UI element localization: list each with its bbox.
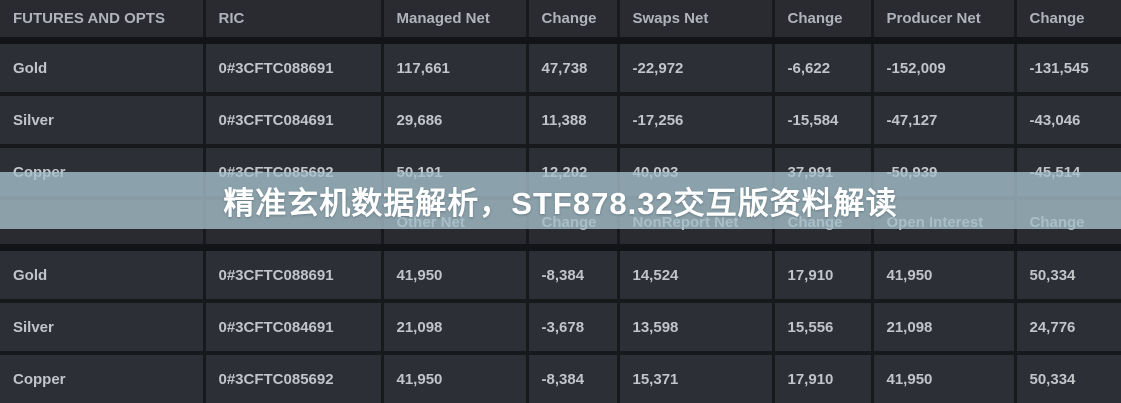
value-cell: 41,950	[380, 351, 529, 403]
ric-cell: 0#3CFTC088691	[202, 38, 384, 94]
value-cell: 41,950	[870, 351, 1017, 403]
commodity-cell: Silver	[0, 299, 206, 353]
value-cell: 41,950	[870, 245, 1017, 301]
column-header-producer-net[interactable]: Producer Net	[870, 0, 1017, 44]
value-cell: -8,384	[525, 245, 620, 301]
value-cell: -17,256	[616, 92, 775, 146]
value-cell: 17,910	[771, 245, 874, 301]
table-row-gold[interactable]: Gold 0#3CFTC088691 117,661 47,738 -22,972 -6,…	[0, 38, 1121, 94]
value-cell: 50,334	[1013, 351, 1121, 403]
column-header-change[interactable]: Change	[525, 0, 620, 44]
value-cell: 13,598	[616, 299, 775, 353]
commodity-cell: Silver	[0, 92, 206, 146]
futures-table-top: FUTURES AND OPTS RIC Managed Net Change Swap…	[0, 0, 1121, 200]
value-cell: 17,910	[771, 351, 874, 403]
ric-cell: 0#3CFTC085692	[202, 351, 384, 403]
value-cell: 21,098	[870, 299, 1017, 353]
ric-cell: 0#3CFTC088691	[202, 245, 384, 301]
value-cell: 29,686	[380, 92, 529, 146]
column-header-change[interactable]: Change	[1013, 0, 1121, 44]
value-cell: 24,776	[1013, 299, 1121, 353]
value-cell: 11,388	[525, 92, 620, 146]
value-cell: 15,556	[771, 299, 874, 353]
value-cell: 47,738	[525, 38, 620, 94]
value-cell: 21,098	[380, 299, 529, 353]
column-header-managed-net[interactable]: Managed Net	[380, 0, 529, 44]
value-cell: -22,972	[616, 38, 775, 94]
value-cell: -43,046	[1013, 92, 1121, 146]
value-cell: 117,661	[380, 38, 529, 94]
futures-table-bottom: Other NetChangeNonReport NetChangeOpen I…	[0, 200, 1121, 403]
value-cell: -47,127	[870, 92, 1017, 146]
value-cell: 41,950	[380, 245, 529, 301]
commodity-cell: Copper	[0, 351, 206, 403]
value-cell: -8,384	[525, 351, 620, 403]
value-cell: -6,622	[771, 38, 874, 94]
value-cell: 14,524	[616, 245, 775, 301]
value-cell: 15,371	[616, 351, 775, 403]
table-row-copper[interactable]: Copper 0#3CFTC085692 41,950 -8,384 15,371 17,…	[0, 351, 1121, 403]
header-row: FUTURES AND OPTS RIC Managed Net Change Swap…	[0, 0, 1121, 44]
table-row-gold[interactable]: Gold 0#3CFTC088691 41,950 -8,384 14,524 17,91…	[0, 245, 1121, 301]
watermark-banner: 精准玄机数据解析，STF878.32交互版资料解读	[0, 172, 1121, 229]
value-cell: -15,584	[771, 92, 874, 146]
ric-cell: 0#3CFTC084691	[202, 92, 384, 146]
table-row-silver[interactable]: Silver 0#3CFTC084691 29,686 11,388 -17,256 -1…	[0, 92, 1121, 146]
commodity-cell: Gold	[0, 38, 206, 94]
table-row-silver[interactable]: Silver 0#3CFTC084691 21,098 -3,678 13,598 15,…	[0, 299, 1121, 353]
value-cell: -3,678	[525, 299, 620, 353]
value-cell: -152,009	[870, 38, 1017, 94]
column-header-change[interactable]: Change	[771, 0, 874, 44]
column-header-futures-and-opts[interactable]: FUTURES AND OPTS	[0, 0, 206, 44]
commodity-cell: Gold	[0, 245, 206, 301]
column-header-swaps-net[interactable]: Swaps Net	[616, 0, 775, 44]
watermark-text: 精准玄机数据解析，STF878.32交互版资料解读	[223, 186, 898, 221]
ric-cell: 0#3CFTC084691	[202, 299, 384, 353]
column-header-ric[interactable]: RIC	[202, 0, 384, 44]
value-cell: 50,334	[1013, 245, 1121, 301]
value-cell: -131,545	[1013, 38, 1121, 94]
